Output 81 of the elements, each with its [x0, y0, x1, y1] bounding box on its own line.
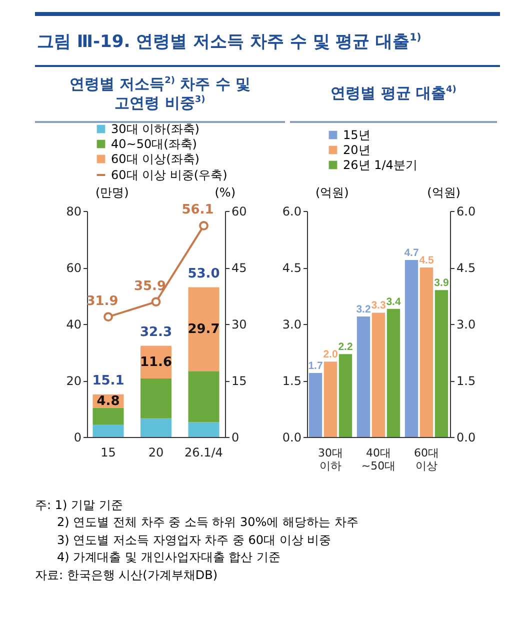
y-tick-label: 20 [66, 374, 82, 388]
bar [324, 362, 338, 437]
data-label: 2.0 [323, 348, 338, 361]
bar [188, 371, 220, 422]
y2-tick-label: 6.0 [456, 204, 476, 218]
y2-tick-label: 1.5 [456, 374, 476, 388]
data-label: 1.7 [308, 360, 323, 372]
data-label: 11.6 [140, 355, 172, 370]
legend-label: 15년 [343, 128, 370, 142]
data-label: 4.7 [404, 246, 419, 259]
y2-tick-label: 0 [232, 430, 240, 444]
legend-label: 60대 이상 비중(우축) [111, 168, 228, 182]
y-tick-label: 3.0 [282, 318, 302, 332]
bar [188, 287, 220, 372]
y-tick-label: 4.5 [282, 261, 302, 275]
y2-tick-label: 4.5 [456, 261, 476, 275]
data-label: 35.9 [134, 278, 166, 294]
bar [434, 290, 448, 437]
data-label: 3.9 [434, 277, 449, 290]
total-label: 15.1 [92, 373, 124, 388]
bar [356, 316, 370, 437]
chart-title: 연령별 평균 대출$^{4)}$ [330, 84, 456, 104]
text: 주: 1) 기말 기준 [35, 497, 124, 514]
point [199, 220, 208, 230]
x-tick-label: 15 [100, 446, 116, 460]
data-label: 56.1 [182, 202, 214, 218]
y-tick-label: 6.0 [282, 204, 302, 218]
legend-label: 20년 [343, 143, 370, 157]
bar [386, 308, 400, 437]
x-tick-label: 30대 이하 [318, 446, 344, 472]
bar [140, 378, 172, 418]
data-label: 4.5 [419, 254, 434, 266]
y-axis-title: (억원) [316, 186, 349, 200]
y-axis-title: (만명) [96, 186, 129, 200]
bar [188, 422, 220, 437]
y2-tick-label: 15 [232, 374, 247, 388]
y-tick-label: 0 [74, 430, 82, 444]
text: 자료: 한국은행 시산(가계부채DB) [35, 566, 219, 584]
bar [92, 424, 124, 437]
y2-tick-label: 0.0 [456, 430, 476, 444]
bar [372, 312, 386, 437]
data-label: 3.4 [386, 296, 401, 308]
legend-label: 30대 이하(좌축) [111, 122, 200, 136]
bar [420, 268, 434, 437]
y2-axis-title: (억원) [427, 186, 460, 200]
data-label: 3.2 [356, 303, 371, 316]
point [151, 297, 161, 306]
legend-label: 60대 이상(좌축) [111, 152, 200, 166]
legend-label: 26년 1/4분기 [343, 158, 418, 172]
bar [140, 418, 172, 437]
data-label: 29.7 [188, 322, 220, 338]
text: 2) 연도별 전체 차주 중 소득 하위 30%에 해당하는 차주 [56, 514, 360, 532]
y2-tick-label: 30 [232, 318, 247, 332]
data-label: 2.2 [338, 341, 353, 354]
text: 4) 가계대출 및 개인사업자대출 합산 기준 [56, 549, 282, 566]
chart-subtitle: 연령별 저소득$^{2)}$ 차주 수 및 고연령 비중$^{3)}$ [68, 74, 252, 114]
total-label: 53.0 [188, 266, 220, 282]
y2-tick-label: 60 [232, 204, 247, 218]
legend-label: 40~50대(좌축) [111, 137, 197, 151]
text: 3) 연도별 저소득 자영업자 차주 중 60대 이상 비중 [56, 532, 332, 549]
x-tick-label: 26.1/4 [184, 446, 223, 460]
y-tick-label: 1.5 [282, 374, 302, 388]
data-label: 4.8 [96, 394, 120, 410]
bar [308, 372, 322, 437]
x-tick-label: 60대 이상 [414, 446, 439, 472]
bar [338, 354, 352, 437]
x-tick-label: 20 [148, 446, 164, 460]
total-label: 32.3 [140, 324, 172, 340]
y2-axis-title: (%) [214, 186, 236, 200]
bar [92, 408, 124, 425]
data-label: 3.3 [371, 300, 386, 312]
bar [404, 260, 418, 437]
point [104, 312, 113, 322]
y2-tick-label: 3.0 [456, 318, 476, 332]
chart-title: 그림 Ⅲ-19. 연령별 저소득 차주 수 및 평균 대출$^{1)}$ [35, 12, 500, 67]
x-tick-label: 40대 ~50대 [361, 446, 396, 472]
y-tick-label: 40 [66, 318, 82, 332]
y-tick-label: 80 [66, 204, 82, 218]
y2-tick-label: 45 [232, 261, 247, 275]
y-tick-label: 0.0 [282, 430, 302, 444]
y-tick-label: 60 [66, 261, 82, 275]
